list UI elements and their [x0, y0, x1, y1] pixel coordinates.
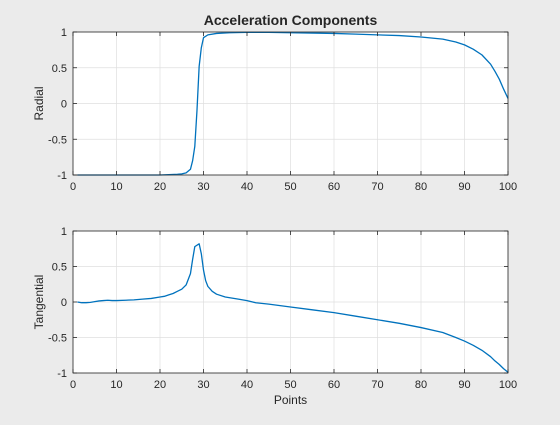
radial-x-tick-label: 100: [499, 181, 517, 193]
radial-y-axis-label: Radial: [32, 86, 46, 120]
tangential-x-tick-label: 90: [458, 379, 470, 391]
tangential-x-tick-label: 80: [415, 379, 427, 391]
radial-axes: 0 10 20 30 40 50 60 70 80 90 100 -1 -0.5 0 0.5 1 Acceler…: [32, 12, 517, 193]
radial-x-tick-label: 60: [328, 181, 340, 193]
radial-x-tick-label: 70: [371, 181, 383, 193]
tangential-x-tick-label: 20: [154, 379, 166, 391]
tangential-y-tick-label: -0.5: [48, 333, 67, 345]
radial-y-tick-label: 1: [61, 27, 67, 39]
tangential-y-axis-label: Tangential: [32, 275, 46, 330]
tangential-x-tick-label: 60: [328, 379, 340, 391]
radial-x-tick-label: 90: [458, 181, 470, 193]
tangential-x-tick-label: 50: [284, 379, 296, 391]
radial-y-tick-label: 0: [61, 99, 67, 111]
radial-x-tick-label: 30: [197, 181, 209, 193]
radial-y-tick-label: -1: [57, 170, 67, 182]
tangential-x-tick-label: 100: [499, 379, 517, 391]
tangential-x-tick-label: 30: [197, 379, 209, 391]
tangential-x-tick-label: 0: [70, 379, 76, 391]
radial-x-tick-label: 20: [154, 181, 166, 193]
radial-x-tick-label: 40: [241, 181, 253, 193]
tangential-series-line: [77, 243, 509, 373]
radial-x-tick-label: 0: [70, 181, 76, 193]
radial-x-tick-label: 80: [415, 181, 427, 193]
tangential-x-tick-label: 70: [371, 379, 383, 391]
tangential-y-tick-label: 1: [61, 226, 67, 238]
radial-chart-title: Acceleration Components: [204, 12, 378, 28]
radial-y-tick-label: 0.5: [52, 63, 67, 75]
radial-x-tick-label: 10: [110, 181, 122, 193]
radial-series-line: [77, 31, 509, 176]
tangential-x-tick-label: 40: [241, 379, 253, 391]
tangential-y-tick-label: -1: [57, 368, 67, 380]
tangential-axes: 0 10 20 30 40 50 60 70 80 90 100 -1 -0.5 0 0.5 1 Tangent…: [32, 226, 517, 407]
tangential-x-axis-label: Points: [274, 393, 307, 407]
tangential-y-tick-label: 0: [61, 297, 67, 309]
tangential-y-tick-label: 0.5: [52, 262, 67, 274]
tangential-x-tick-label: 10: [110, 379, 122, 391]
radial-y-tick-label: -0.5: [48, 134, 67, 146]
radial-x-tick-label: 50: [284, 181, 296, 193]
